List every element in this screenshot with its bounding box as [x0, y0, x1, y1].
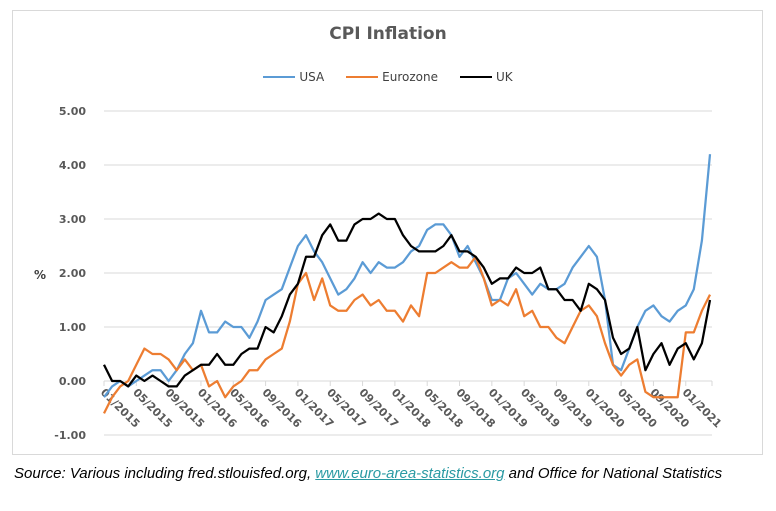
legend-swatch-uk: [460, 76, 492, 78]
source-note: Source: Various including fred.stlouisfe…: [14, 464, 764, 484]
y-tick-label: -1.00: [54, 429, 86, 442]
y-tick-label: 4.00: [59, 159, 86, 172]
source-prefix: Source: Various including fred.stlouisfe…: [14, 465, 316, 482]
legend-label-eurozone: Eurozone: [382, 70, 438, 84]
legend: USA Eurozone UK: [0, 70, 776, 84]
series-line-eurozone: [102, 255, 712, 414]
y-tick-label: 0.00: [59, 375, 86, 388]
gridlines: [104, 110, 712, 436]
legend-label-usa: USA: [299, 70, 325, 84]
legend-label-uk: UK: [496, 70, 513, 84]
plot-area: 5.00 4.00 3.00 2.00 1.00 0.00 -1.00 01/201505/…: [34, 105, 724, 442]
legend-swatch-usa: [263, 76, 296, 78]
legend-item-usa: USA: [263, 70, 324, 84]
source-link[interactable]: www.euro-area-statistics.org: [315, 465, 505, 482]
y-tick-label: 1.00: [59, 321, 86, 334]
source-suffix: and Office for National Statistics: [504, 465, 723, 482]
series-lines: [102, 154, 712, 414]
series-line-uk: [102, 212, 712, 388]
series-line-usa: [103, 154, 712, 398]
legend-item-eurozone: Eurozone: [346, 70, 438, 84]
x-axis: 01/201505/201509/201501/201605/201609/20…: [98, 380, 724, 431]
y-axis-ticks: 5.00 4.00 3.00 2.00 1.00 0.00 -1.00: [54, 105, 86, 442]
legend-item-uk: UK: [460, 70, 513, 84]
y-tick-label: 5.00: [59, 105, 86, 118]
y-axis-label: %: [34, 268, 46, 282]
chart-title: CPI Inflation: [329, 24, 447, 44]
y-tick-label: 3.00: [59, 213, 86, 226]
y-tick-label: 2.00: [59, 267, 86, 280]
legend-swatch-eurozone: [346, 76, 379, 78]
